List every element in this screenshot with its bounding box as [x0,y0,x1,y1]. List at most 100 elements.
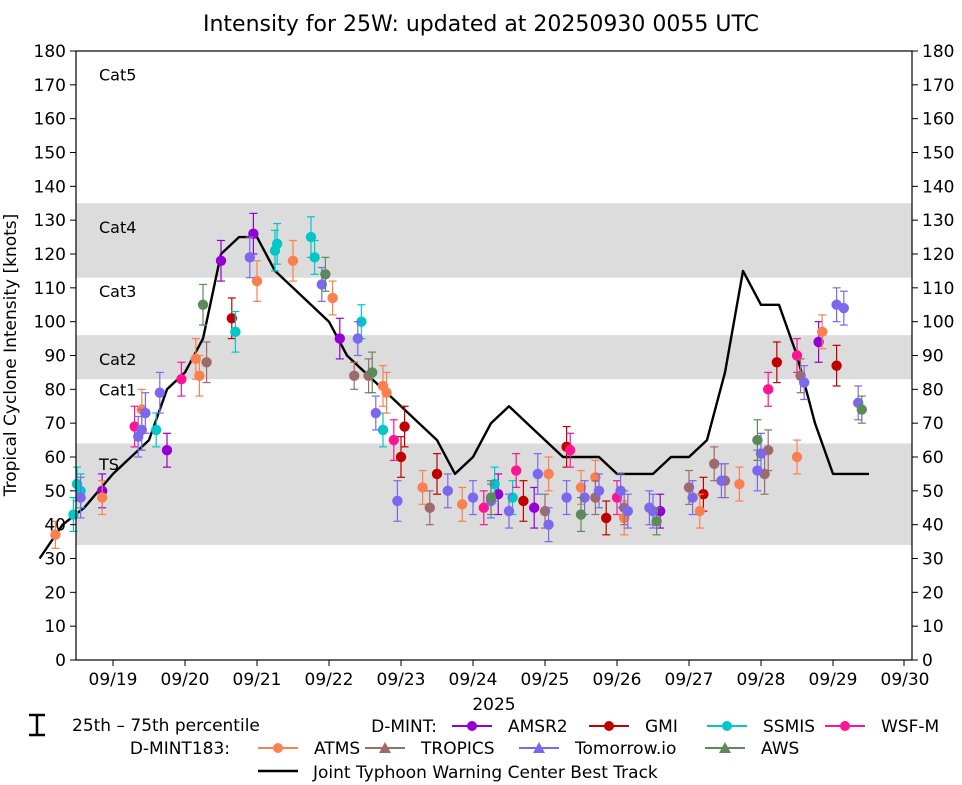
y-tick-label-left: 50 [44,482,66,502]
point-marker [442,485,453,497]
point-marker [694,505,705,517]
point-marker [575,509,587,520]
point-tomorrow-io [622,493,633,529]
point-aws [367,351,378,394]
point-marker [709,458,720,469]
y-axis-label: Tropical Cyclone Intensity [knots] [1,214,21,498]
point-tomorrow-io [352,321,363,357]
point-wsf-m [176,361,187,397]
legend-label-atms: ATMS [314,739,360,759]
y-tick-label-right: 30 [922,550,944,570]
point-atms [50,520,61,549]
point-marker [327,292,338,304]
point-marker [316,279,327,290]
point-marker [651,516,662,527]
point-marker [507,492,518,503]
y-tick-label-right: 90 [922,347,944,367]
point-aws [651,507,662,536]
point-marker [590,472,601,483]
intensity-band-1 [76,335,912,380]
point-ssmis [271,222,283,265]
point-marker [838,302,849,314]
point-marker [367,367,378,378]
point-marker [716,475,727,486]
y-tick-label-right: 120 [922,245,954,265]
point-marker [248,228,259,239]
y-tick-label-right: 10 [922,617,944,637]
point-marker [467,492,479,503]
point-tomorrow-io [392,480,403,522]
y-tick-label-left: 170 [34,76,66,96]
point-atms [817,314,828,350]
y-tick-label-right: 80 [922,380,944,400]
point-marker [813,336,824,348]
point-marker [334,333,345,344]
point-tropics [424,490,435,526]
intensity-band-2 [76,203,912,278]
point-marker [230,326,241,338]
legend-entry-aws: AWS [705,739,799,759]
y-tick-label-left: 130 [34,211,66,231]
point-atms [251,260,263,302]
y-tick-label-left: 110 [34,279,66,299]
point-gmi [771,341,783,384]
point-tomorrow-io [503,493,515,529]
point-marker [647,505,659,517]
x-tick-label: 09/20 [161,670,210,690]
point-marker [817,326,828,338]
point-marker [381,387,392,398]
point-marker [543,468,554,480]
point-atms [791,439,803,475]
point-wsf-m [763,371,774,407]
point-marker [539,505,551,517]
legend-entry-best-track: Joint Typhoon Warning Center Best Track [258,763,658,783]
point-tomorrow-io [593,473,605,509]
y-tick-label-right: 110 [922,279,954,299]
point-marker [687,492,698,503]
point-marker [352,333,363,344]
point-atms [457,486,468,522]
category-label-cat2: Cat2 [99,350,136,369]
point-amsr2 [215,239,227,282]
point-marker [485,492,497,503]
point-atms [543,456,554,492]
point-marker [377,424,389,436]
y-tick-label-left: 120 [34,245,66,265]
point-atms [194,354,205,397]
point-marker [399,421,410,432]
legend-entry-ssmis: SSMIS [707,717,815,737]
legend: 25th – 75th percentile D-MINT: D-MINT183: A… [29,713,939,783]
point-aws [485,480,497,516]
legend-dmint183-label: D-MINT183: [130,739,230,759]
y-tick-label-left: 10 [44,617,66,637]
point-marker [309,252,320,263]
point-tomorrow-io [154,371,165,414]
y-tick-label-left: 140 [34,177,66,197]
point-marker [75,492,86,503]
point-marker [503,505,515,517]
point-gmi [831,344,842,387]
point-amsr2 [161,432,173,468]
point-amsr2 [334,317,345,360]
y-tick-label-left: 60 [44,448,66,468]
legend-entry-gmi: GMI [589,717,678,737]
point-marker [615,485,626,497]
y-tick-label-left: 180 [34,42,66,62]
point-atms [381,371,392,414]
y-tick-label-right: 140 [922,177,954,197]
point-gmi [518,480,529,522]
x-tick-label: 09/27 [665,670,714,690]
point-gmi [399,405,410,448]
point-marker [532,468,543,480]
point-marker [856,404,867,415]
point-marker [161,445,173,456]
point-marker [417,482,428,493]
legend-swatch-marker [467,721,477,731]
point-tomorrow-io [615,473,626,509]
point-aws [575,497,587,533]
x-tick-label: 09/29 [809,670,858,690]
point-wsf-m [478,490,489,526]
x-tick-label: 09/25 [521,670,570,690]
point-marker [593,485,605,497]
